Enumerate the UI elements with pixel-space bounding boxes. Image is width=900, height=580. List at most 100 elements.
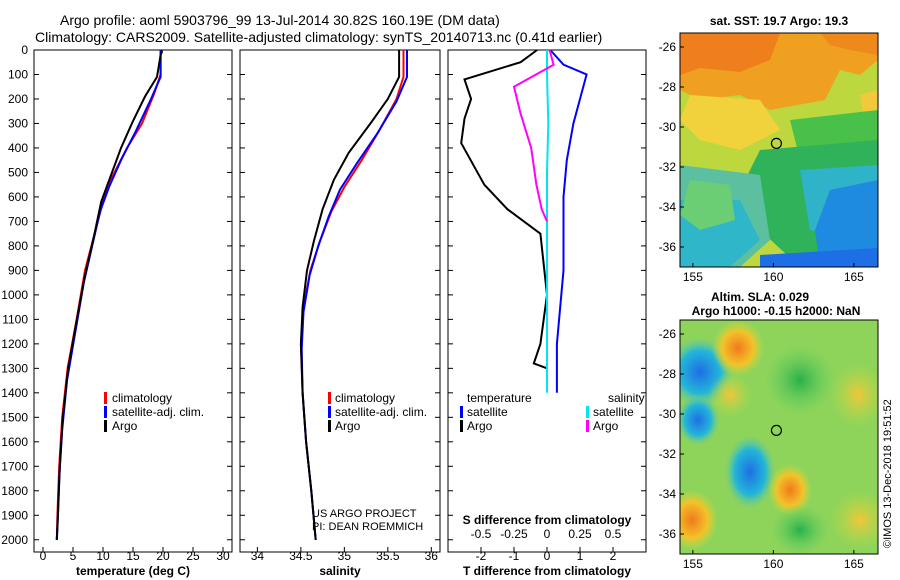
x-tick-label: 2 xyxy=(610,549,617,563)
sla-map-field xyxy=(680,320,878,554)
sst-map-panel: sat. SST: 19.7 Argo: 19.3 155 160 165 -26-… xyxy=(659,14,879,284)
sla-map-subtitle: Argo h1000: -0.15 h2000: NaN xyxy=(692,304,861,318)
temperature-x-axis: 0 5 10 15 20 25 30 xyxy=(40,547,230,563)
map-y-tick-label: -30 xyxy=(659,120,677,134)
difference-series xyxy=(460,49,588,393)
map-y-tick-label: -34 xyxy=(659,200,677,214)
legend-swatch-satellite xyxy=(328,406,331,418)
series-line-2 xyxy=(300,50,408,540)
map-y-tick-label: -36 xyxy=(659,527,677,541)
title-line-1: Argo profile: aoml 5903796_99 13-Jul-201… xyxy=(60,12,500,28)
temperature-panel: 0100200300400500600700800900100011001200… xyxy=(1,43,233,578)
x-tick-label: 5 xyxy=(70,549,77,563)
difference-x-axis: -2 -1 0 1 2 xyxy=(476,547,617,563)
legend-label-climatology: climatology xyxy=(335,391,395,405)
sst-map-y-axis: -26 -28 -30 -32 -34 -36 xyxy=(659,40,684,254)
depth-tick-label: 900 xyxy=(8,263,28,277)
difference-legend: temperature salinity satellite Argo sate… xyxy=(460,391,645,433)
salinity-series xyxy=(299,50,408,540)
difference-panel: -2 -1 0 1 2 -0.5 -0.25 0 0.25 0.5 T difference f… xyxy=(447,49,647,578)
series-line-1 xyxy=(299,50,405,540)
t-difference-xlabel: T difference from climatology xyxy=(463,564,631,578)
temperature-series xyxy=(55,50,163,540)
salinity-axes-frame xyxy=(239,49,441,553)
project-annotation-line-2: PI: DEAN ROEMMICH xyxy=(312,521,423,533)
salinity-y-ticks xyxy=(240,49,440,541)
s-difference-xlabel: S difference from climatology xyxy=(463,513,632,527)
temperature-xlabel: temperature (deg C) xyxy=(76,564,190,578)
copyright-stamp: ©IMOS 13-Dec-2018 19:51:52 xyxy=(882,399,894,548)
legend-label-t-satellite: satellite xyxy=(467,405,508,419)
map-x-tick-label: 165 xyxy=(844,557,864,571)
x-tick-label: 0 xyxy=(40,549,47,563)
x-tick-label: 35 xyxy=(338,549,352,563)
series-line-3 xyxy=(299,50,401,540)
depth-tick-label: 700 xyxy=(8,214,28,228)
s-diff-tick-label: 0.5 xyxy=(605,527,622,541)
depth-tick-label: 400 xyxy=(8,141,28,155)
salinity-panel: 34 34.5 35 35.5 36 salinity climatology sate… xyxy=(239,49,441,578)
temperature-axes-frame xyxy=(33,49,233,553)
x-tick-label: 30 xyxy=(216,549,230,563)
s-diff-tick-label: -0.25 xyxy=(500,527,528,541)
map-y-tick-label: -36 xyxy=(659,240,677,254)
sst-map-field xyxy=(680,33,878,267)
map-y-tick-label: -32 xyxy=(659,160,677,174)
series-line-3 xyxy=(55,50,163,540)
legend-title-salinity: salinity xyxy=(608,391,645,405)
depth-tick-label: 0 xyxy=(21,43,28,57)
depth-tick-label: 1500 xyxy=(1,410,28,424)
depth-tick-label: 1600 xyxy=(1,435,28,449)
sla-argo-location-marker xyxy=(770,424,783,436)
sla-map-title: Altim. SLA: 0.029 xyxy=(711,290,809,304)
map-x-tick-label: 155 xyxy=(683,557,703,571)
x-tick-label: 35.5 xyxy=(376,549,400,563)
legend-label-argo: Argo xyxy=(112,419,138,433)
legend-swatch-t-satellite xyxy=(460,406,463,418)
depth-tick-label: 600 xyxy=(8,190,28,204)
legend-label-s-argo: Argo xyxy=(593,419,619,433)
x-tick-label: 10 xyxy=(96,549,110,563)
legend-swatch-argo xyxy=(104,420,107,432)
sla-map-x-axis: 155 160 165 xyxy=(683,550,864,571)
sst-argo-location-marker xyxy=(770,137,783,149)
sst-map-frame xyxy=(679,32,879,268)
depth-axis: 0 100 200 300 400 500 600 700 800 900 1000 1100 1200… xyxy=(1,43,232,547)
title-line-2: Climatology: CARS2009. Satellite-adjuste… xyxy=(35,29,602,45)
map-y-tick-label: -34 xyxy=(659,487,677,501)
depth-tick-label: 200 xyxy=(8,92,28,106)
legend-label-s-satellite: satellite xyxy=(593,405,634,419)
x-tick-label: 34 xyxy=(251,549,265,563)
legend-swatch-satellite xyxy=(104,406,107,418)
series-line-3 xyxy=(546,50,550,393)
x-tick-label: 1 xyxy=(577,549,584,563)
series-line-4 xyxy=(512,49,555,222)
legend-title-temperature: temperature xyxy=(467,391,532,405)
map-x-tick-label: 165 xyxy=(844,270,864,284)
salinity-legend: climatology satellite-adj. clim. Argo xyxy=(328,391,427,433)
map-x-tick-label: 155 xyxy=(683,270,703,284)
map-y-tick-label: -28 xyxy=(659,367,677,381)
sst-map-x-axis: 155 160 165 xyxy=(683,263,864,284)
map-y-tick-label: -28 xyxy=(659,80,677,94)
depth-tick-label: 1400 xyxy=(1,386,28,400)
series-line-1 xyxy=(55,50,162,540)
depth-tick-label: 1300 xyxy=(1,361,28,375)
x-tick-label: 34.5 xyxy=(289,549,313,563)
x-tick-label: 0 xyxy=(544,549,551,563)
map-y-tick-label: -26 xyxy=(659,327,677,341)
map-y-tick-label: -32 xyxy=(659,447,677,461)
salinity-x-axis: 34 34.5 35 35.5 36 xyxy=(251,547,438,563)
series-line-2 xyxy=(460,49,549,370)
x-tick-label: 15 xyxy=(126,549,140,563)
legend-swatch-climatology xyxy=(104,392,107,404)
difference-y-ticks xyxy=(448,49,646,541)
temperature-legend: climatology satellite-adj. clim. Argo xyxy=(104,391,204,433)
legend-label-climatology: climatology xyxy=(112,391,172,405)
map-y-tick-label: -26 xyxy=(659,40,677,54)
s-diff-tick-label: -0.5 xyxy=(471,527,492,541)
depth-tick-label: 1700 xyxy=(1,459,28,473)
project-annotation-line-1: US ARGO PROJECT xyxy=(312,508,417,520)
depth-tick-label: 2000 xyxy=(1,533,28,547)
